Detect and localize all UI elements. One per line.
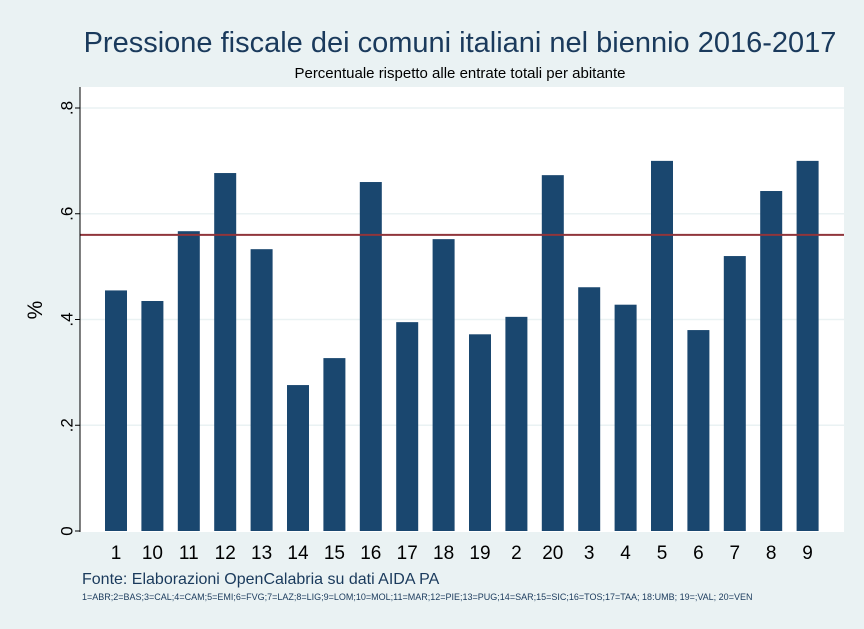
x-tick-label: 2 [511,543,522,564]
chart-subtitle: Percentuale rispetto alle entrate totali… [294,65,625,82]
bar-7 [723,256,746,531]
bar-5 [651,160,673,531]
x-tick-label: 19 [469,543,490,564]
bar-16 [359,182,382,531]
x-tick-label: 3 [584,543,595,564]
bar-1 [105,290,127,531]
y-tick-label: .6 [57,207,76,221]
bar-14 [287,385,309,531]
y-axis-label: % [24,301,47,320]
plot-area [80,87,844,532]
x-tick-label: 18 [433,543,454,564]
x-tick-label: 8 [766,543,777,564]
bars [105,160,819,532]
y-tick-label: 0 [57,526,76,535]
bar-19 [469,334,491,531]
x-tick-label: 17 [397,543,418,564]
y-tick-label: .8 [57,101,76,115]
chart-title: Pressione fiscale dei comuni italiani ne… [84,27,837,59]
x-tick-label: 15 [324,543,345,564]
x-tick-label: 16 [360,543,381,564]
bar-2 [505,316,528,531]
x-tick-label: 10 [142,543,163,564]
bar-9 [796,160,819,531]
x-tick-label: 14 [287,543,309,564]
x-tick-label: 7 [730,543,741,564]
bar-13 [250,249,273,531]
bar-3 [578,287,601,531]
gridlines [80,107,844,426]
x-tick-label: 6 [693,543,704,564]
x-tick-label: 9 [802,543,813,564]
y-tick-label: .4 [57,312,76,326]
bar-18 [432,239,455,531]
legend-note: 1=ABR;2=BAS;3=CAL;4=CAM;5=EMI;6=FVG;7=LA… [82,592,752,602]
bar-12 [214,173,237,531]
x-tick-label: 12 [215,543,236,564]
bar-11 [177,231,200,532]
x-tick-label: 5 [657,543,668,564]
x-tick-label: 11 [179,543,199,564]
source-note: Fonte: Elaborazioni OpenCalabria su dati… [82,571,440,588]
y-ticks: 0 .2 .4 .6 .8 [57,101,80,536]
bar-8 [760,191,783,532]
bar-15 [323,358,346,531]
x-tick-label: 20 [542,543,563,564]
x-ticks: 1 10 11 12 13 14 15 16 17 18 19 2 20 3 4 5 6 7 8 9 [111,543,813,564]
bar-10 [141,300,164,531]
bar-20 [541,175,564,531]
bar-4 [614,304,637,531]
bar-6 [687,330,710,531]
bar-17 [396,322,419,531]
y-tick-label: .2 [57,418,76,432]
x-tick-label: 13 [251,543,272,564]
x-tick-label: 4 [620,543,631,564]
x-tick-label: 1 [111,543,122,564]
